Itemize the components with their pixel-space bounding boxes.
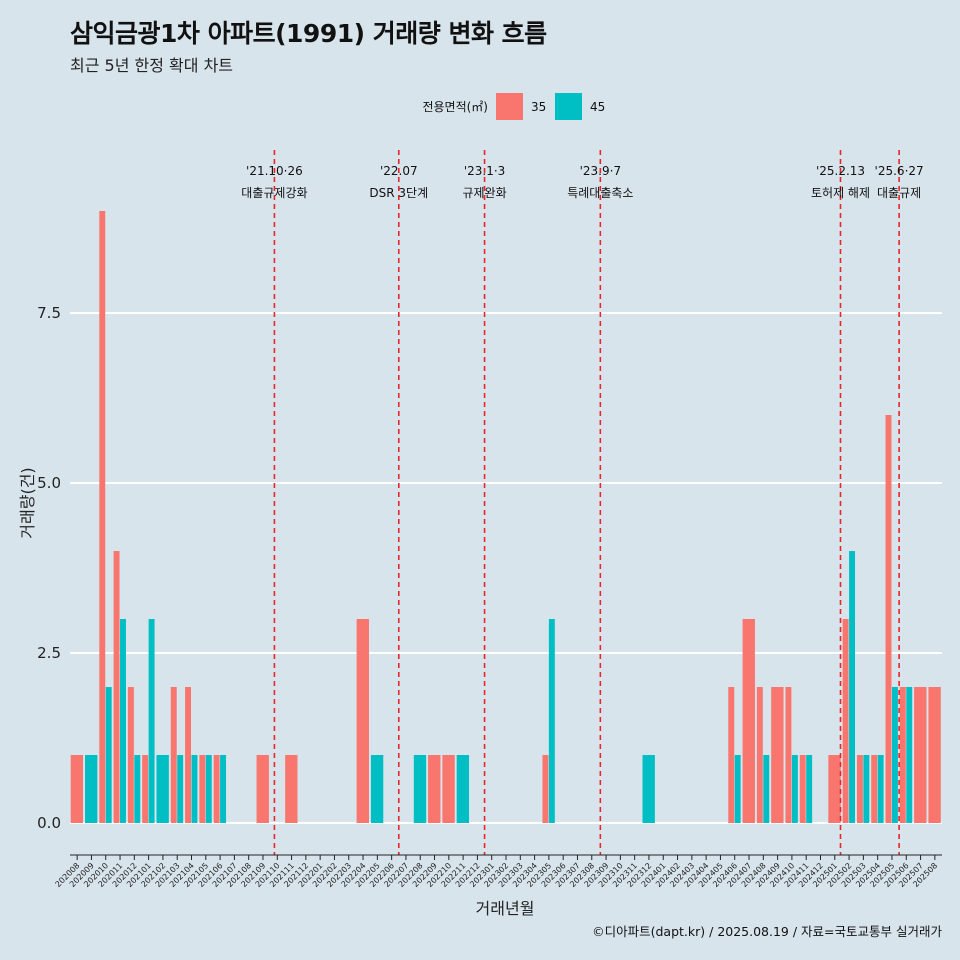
bar-45-202211: [456, 755, 470, 823]
event-label: 대출규제강화: [241, 186, 307, 200]
bar-35-202408: [756, 687, 763, 823]
bar-35-202508: [928, 687, 941, 823]
bar-45-202103: [177, 755, 184, 823]
bar-35-202106: [213, 755, 220, 823]
bar-35-202010: [99, 211, 106, 823]
legend-key-45: [555, 93, 582, 120]
bar-45-202106: [220, 755, 227, 823]
bar-45-202101: [148, 619, 155, 823]
event-label: 토허제 해제: [811, 186, 870, 200]
bar-35-202305: [542, 755, 549, 823]
bar-35-202209: [428, 755, 441, 823]
bar-35-202501: [828, 755, 841, 823]
bar-35-202111: [285, 755, 298, 823]
bar-45-202406: [734, 755, 741, 823]
event-date-label: '23.1·3: [464, 164, 505, 178]
chart-subtitle: 최근 5년 한정 확대 차트: [70, 56, 234, 75]
event-label: DSR 3단계: [369, 186, 428, 200]
bar-45-202305: [548, 619, 555, 823]
bar-45-202011: [120, 619, 126, 823]
y-axis-title: 거래량(건): [18, 467, 37, 538]
bar-45-202012: [134, 755, 141, 823]
bar-35-202505: [885, 415, 892, 823]
legend-key-35: [496, 93, 523, 120]
event-date-label: '21.10·26: [246, 164, 303, 178]
bar-35-202504: [871, 755, 878, 823]
event-label: 규제완화: [462, 186, 506, 200]
bar-35-202109: [256, 755, 269, 823]
bar-45-202506: [906, 687, 913, 823]
event-date-label: '25.2.13: [816, 164, 865, 178]
bar-45-202205: [370, 755, 384, 823]
bar-35-202506: [899, 687, 906, 823]
bar-45-202411: [806, 755, 813, 823]
y-tick-label: 5.0: [37, 474, 61, 492]
bar-45-202104: [191, 755, 198, 823]
bar-35-202410: [785, 687, 792, 823]
bar-35-202407: [742, 619, 755, 823]
event-label: 특례대출축소: [567, 186, 633, 200]
legend-label: 45: [590, 100, 605, 114]
bar-35-202507: [914, 687, 927, 823]
bar-35-202210: [442, 755, 455, 823]
bar-45-202010: [105, 687, 112, 823]
source-caption: ©디아파트(dapt.kr) / 2025.08.19 / 자료=국토교통부 실…: [592, 924, 942, 939]
y-tick-label: 2.5: [37, 644, 61, 662]
bar-35-202502: [842, 619, 849, 823]
bar-45-202504: [877, 755, 884, 823]
bar-35-202105: [199, 755, 206, 823]
legend-label: 35: [531, 100, 546, 114]
bar-45-202102: [156, 755, 169, 823]
bar-35-202103: [170, 687, 177, 823]
bar-45-202503: [863, 755, 870, 823]
bar-45-202009: [85, 755, 98, 823]
y-tick-label: 7.5: [37, 304, 61, 322]
legend-title: 전용면적(㎡): [422, 100, 488, 114]
bar-35-202104: [185, 687, 192, 823]
bar-45-202408: [763, 755, 770, 823]
chart-title: 삼익금광1차 아파트(1991) 거래량 변화 흐름: [70, 19, 547, 48]
bar-45-202208: [413, 755, 427, 823]
event-date-label: '22.07: [380, 164, 418, 178]
bar-35-202503: [856, 755, 863, 823]
event-date-label: '25.6·27: [875, 164, 924, 178]
bar-35-202101: [142, 755, 149, 823]
y-tick-label: 0.0: [37, 814, 61, 832]
bar-35-202406: [728, 687, 735, 823]
bar-45-202410: [791, 755, 798, 823]
event-date-label: '23.9·7: [580, 164, 621, 178]
x-axis-title: 거래년월: [476, 899, 535, 918]
bar-45-202505: [891, 687, 898, 823]
event-label: 대출규제: [877, 186, 921, 200]
bar-35-202012: [127, 687, 134, 823]
legend: 전용면적(㎡) 35 45: [422, 93, 605, 120]
bar-35-202411: [799, 755, 806, 823]
bar-35-202008: [70, 755, 84, 823]
bar-35-202011: [113, 551, 120, 823]
bar-45-202105: [205, 755, 212, 823]
bar-45-202312: [642, 755, 655, 823]
bar-45-202502: [849, 551, 856, 823]
bar-35-202204: [356, 619, 369, 823]
bar-35-202409: [771, 687, 784, 823]
